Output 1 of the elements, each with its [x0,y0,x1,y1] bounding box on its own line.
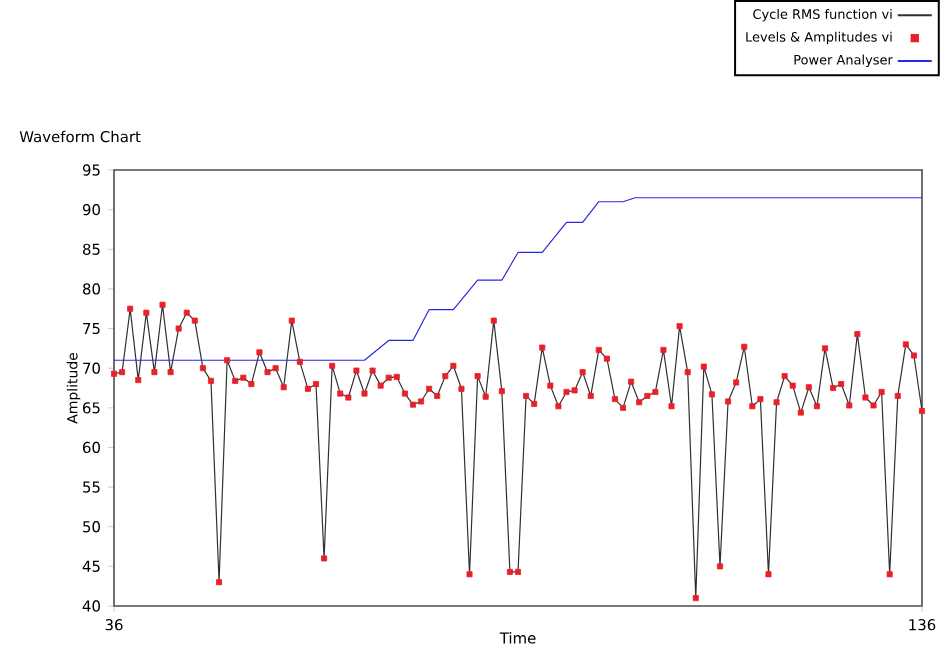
line-series [114,197,922,361]
